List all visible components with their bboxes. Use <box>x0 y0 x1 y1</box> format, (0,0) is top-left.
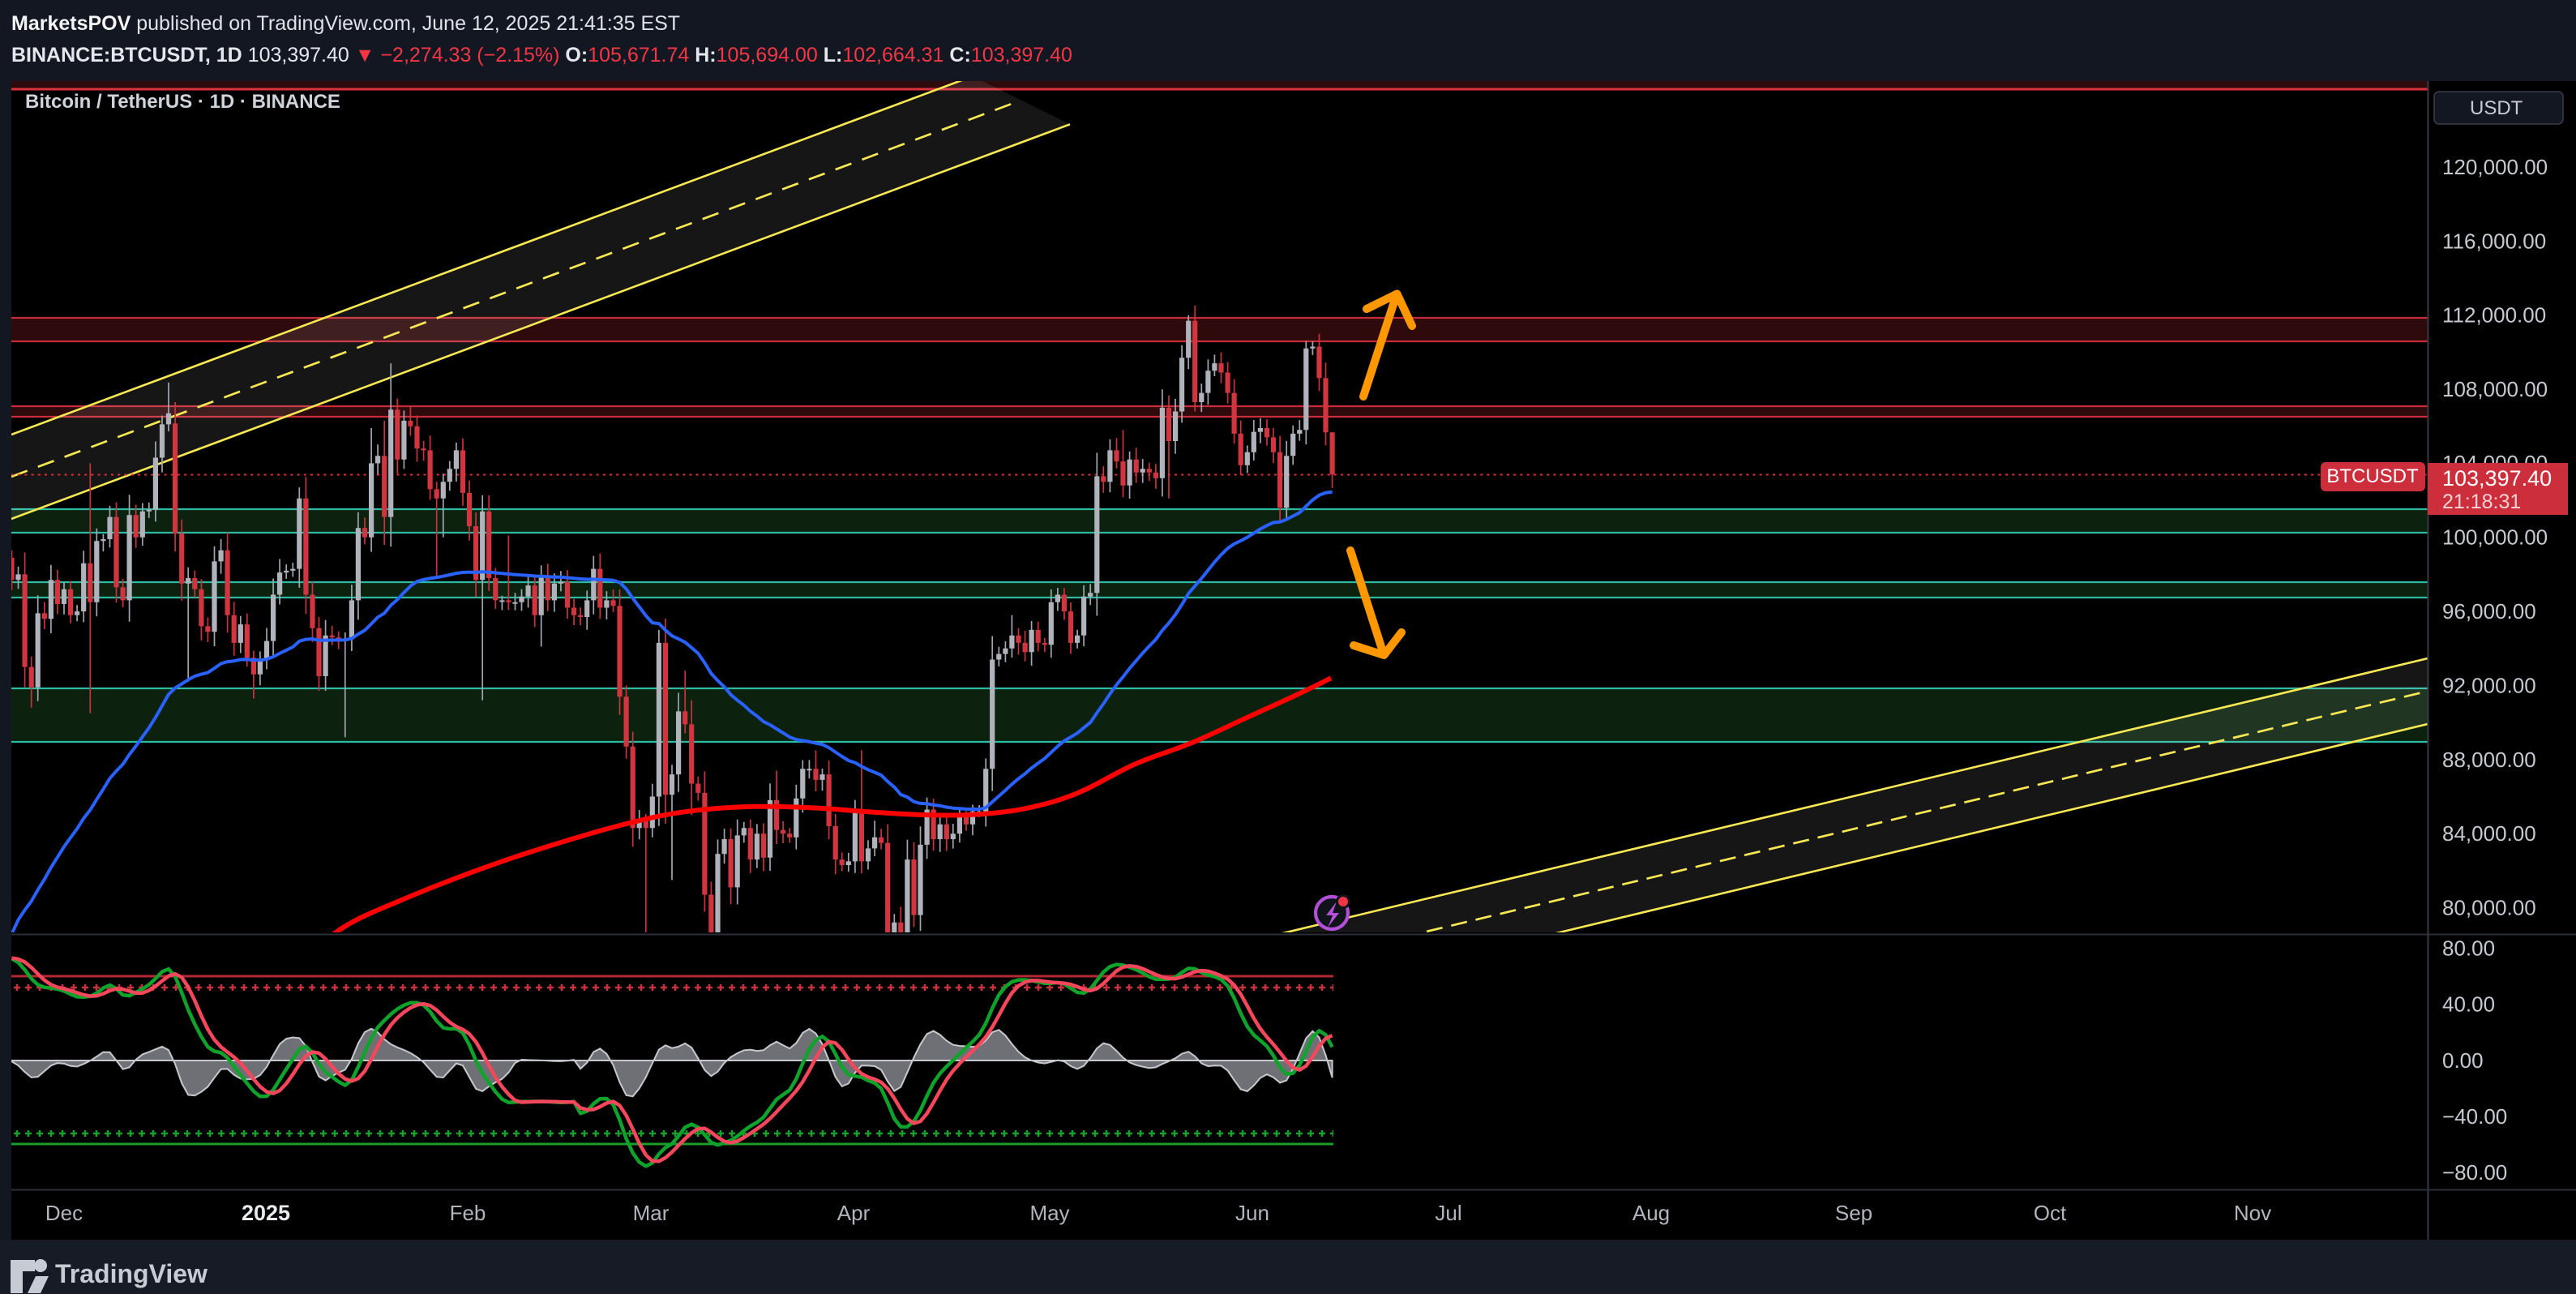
svg-text:Oct: Oct <box>2034 1201 2067 1225</box>
svg-text:Bitcoin / TetherUS · 1D · BINA: Bitcoin / TetherUS · 1D · BINANCE <box>25 91 340 113</box>
svg-text:May: May <box>1029 1201 1069 1225</box>
svg-text:80,000.00: 80,000.00 <box>2442 896 2536 920</box>
svg-text:Jun: Jun <box>1235 1201 1269 1225</box>
svg-text:Jul: Jul <box>1435 1201 1461 1225</box>
svg-text:Feb: Feb <box>450 1201 486 1225</box>
svg-text:80.00: 80.00 <box>2442 936 2495 961</box>
svg-text:88,000.00: 88,000.00 <box>2442 748 2536 772</box>
svg-text:116,000.00: 116,000.00 <box>2442 229 2546 253</box>
svg-text:103,397.40: 103,397.40 <box>2442 466 2552 491</box>
svg-text:40.00: 40.00 <box>2442 992 2495 1017</box>
svg-text:Apr: Apr <box>837 1201 871 1225</box>
svg-text:−40.00: −40.00 <box>2442 1104 2507 1129</box>
svg-text:Mar: Mar <box>633 1201 670 1225</box>
svg-text:0.00: 0.00 <box>2442 1048 2484 1073</box>
svg-text:84,000.00: 84,000.00 <box>2442 821 2536 846</box>
svg-text:Nov: Nov <box>2234 1201 2271 1225</box>
svg-text:100,000.00: 100,000.00 <box>2442 525 2548 550</box>
svg-text:BTCUSDT: BTCUSDT <box>2326 465 2419 487</box>
svg-text:TradingView: TradingView <box>55 1259 208 1288</box>
svg-text:BINANCE:BTCUSDT, 1D 103,397.40: BINANCE:BTCUSDT, 1D 103,397.40 ▼ −2,274.… <box>11 44 1072 66</box>
svg-text:96,000.00: 96,000.00 <box>2442 599 2536 623</box>
svg-text:2025: 2025 <box>242 1201 290 1225</box>
svg-text:MarketsPOV published on Tradin: MarketsPOV published on TradingView.com,… <box>11 12 680 35</box>
svg-text:120,000.00: 120,000.00 <box>2442 155 2548 179</box>
svg-text:−80.00: −80.00 <box>2442 1160 2507 1185</box>
svg-text:Sep: Sep <box>1835 1201 1872 1225</box>
svg-text:Aug: Aug <box>1632 1201 1670 1225</box>
svg-text:108,000.00: 108,000.00 <box>2442 377 2548 401</box>
svg-text:USDT: USDT <box>2470 97 2523 119</box>
svg-text:92,000.00: 92,000.00 <box>2442 673 2536 697</box>
svg-text:Dec: Dec <box>45 1201 83 1225</box>
svg-text:112,000.00: 112,000.00 <box>2442 303 2546 328</box>
svg-text:21:18:31: 21:18:31 <box>2442 491 2521 513</box>
